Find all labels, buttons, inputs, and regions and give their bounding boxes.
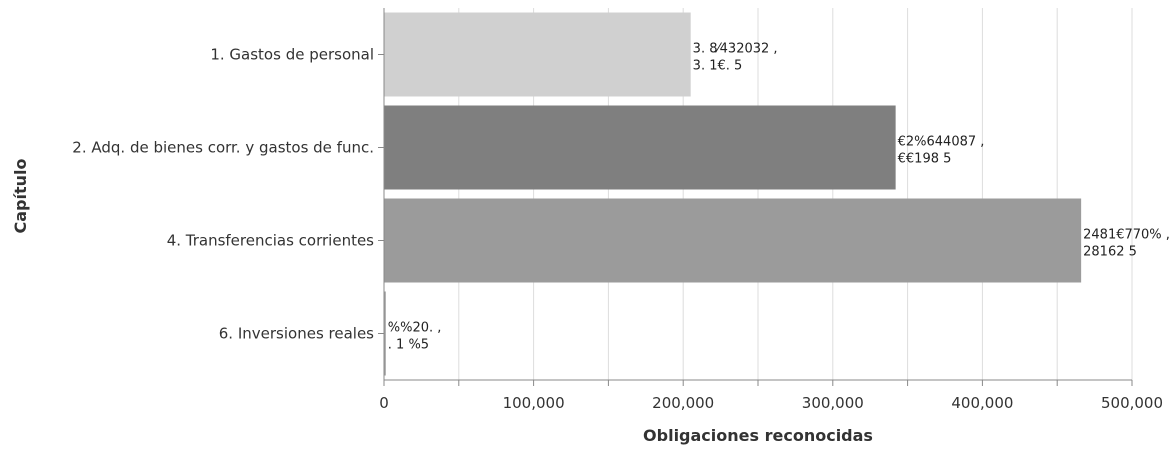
bar [384,105,896,190]
y-tick-label: 6. Inversiones reales [219,325,374,343]
x-axis: 0 100,000 200,000 300,000 400,000 500,000 [379,379,1163,412]
y-tick-label: 1. Gastos de personal [210,46,374,64]
bar-data-label: €2%644087 , [898,135,985,150]
bar-data-label: 28162 5 [1083,245,1137,260]
x-tick-label: 200,000 [652,394,714,412]
bar-data-label: 3. 8⁄432032 , [693,42,778,57]
y-tick-label: 4. Transferencias corrientes [167,232,374,250]
bar [384,12,691,97]
bar-data-label: 2481€770% , [1083,228,1170,243]
x-axis-title: Obligaciones reconocidas [643,426,873,445]
bar-data-label: €€198 5 [898,152,952,167]
x-tick-label: 0 [379,394,389,412]
bar [384,198,1082,283]
y-tick-label: 2. Adq. de bienes corr. y gastos de func… [72,139,374,157]
bar-data-label: . 1 %5 [388,338,429,353]
bar [384,291,386,376]
x-tick-label: 300,000 [802,394,864,412]
bars-group [384,12,1082,376]
x-tick-label: 400,000 [951,394,1013,412]
y-axis-title: Capítulo [11,159,30,234]
bar-data-label: %%20. , [388,321,442,336]
x-tick-label: 500,000 [1101,394,1163,412]
data-labels-group: 3. 8⁄432032 , 3. 1€. 5 €2%644087 , €€198 5 2… [388,42,1170,353]
y-axis: 1. Gastos de personal 2. Adq. de bienes c… [72,8,385,380]
bar-data-label: 3. 1€. 5 [693,59,743,74]
x-tick-label: 100,000 [503,394,565,412]
